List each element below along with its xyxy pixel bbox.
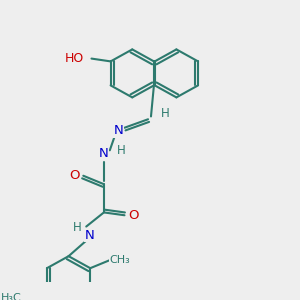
Text: O: O: [128, 209, 139, 222]
Text: N: N: [99, 147, 109, 160]
Text: N: N: [84, 229, 94, 242]
Text: H: H: [161, 107, 170, 120]
Text: O: O: [69, 169, 80, 182]
Text: H: H: [73, 221, 82, 235]
Text: H: H: [117, 144, 126, 157]
Text: H₃C: H₃C: [1, 293, 22, 300]
Text: CH₃: CH₃: [109, 255, 130, 265]
Text: N: N: [114, 124, 124, 137]
Text: HO: HO: [65, 52, 84, 65]
